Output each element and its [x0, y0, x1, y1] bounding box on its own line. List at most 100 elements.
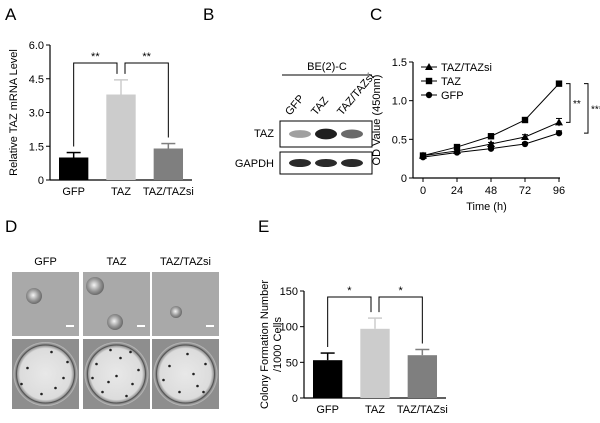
colony-dot: [119, 356, 122, 360]
data-point: [419, 153, 427, 161]
colony-dot: [202, 390, 205, 394]
data-point: [453, 149, 461, 156]
blot-bands: [289, 128, 363, 167]
colony-dot: [107, 380, 110, 384]
bar-gfp: [58, 157, 89, 180]
x-tick-label: 96: [553, 185, 565, 197]
legend-marker: [425, 77, 433, 85]
x-category-label: GFP: [316, 404, 339, 416]
y-tick-label: 0: [292, 393, 298, 405]
y-tick-label: 100: [280, 322, 298, 334]
panel-letter-b: B: [203, 5, 214, 24]
panel-letter-e: E: [258, 217, 269, 236]
x-tick-label: 0: [420, 185, 426, 197]
bar-taz: [106, 94, 136, 180]
colony-dot: [162, 378, 165, 382]
colony-dot: [26, 366, 29, 370]
bar-gfp: [312, 360, 343, 398]
colony-image-tiles: [12, 272, 219, 409]
cell-colony: [107, 314, 123, 330]
western-blot: BE(2)-C GFP TAZ TAZ/TAZsi TAZ GAPDH: [235, 61, 377, 175]
significance-label: *: [399, 285, 404, 297]
colony-dot: [50, 350, 53, 354]
legend-marker: [425, 91, 433, 99]
y-tick-label: 1.5: [392, 57, 407, 69]
colony-dot: [95, 362, 98, 366]
chart-a-relative-taz-mrna: 0 1.5 3.0 4.5 6.0 Relative TAZ mRNA Level GFP T…: [8, 40, 194, 198]
colony-tile: [12, 272, 79, 409]
dish-rim: [87, 344, 146, 404]
colony-dot: [62, 376, 65, 380]
legend-label: GFP: [441, 90, 464, 102]
colony-dot: [40, 392, 43, 396]
significance-bracket: [327, 296, 372, 348]
significance-label: **: [573, 99, 581, 110]
y-tick-label: 1.5: [29, 141, 44, 153]
significance-bracket: [378, 296, 423, 344]
data-point: [453, 143, 461, 151]
colony-dot: [109, 348, 112, 352]
data-point: [521, 133, 529, 141]
x-category-label: GFP: [62, 186, 85, 198]
colony-dot: [131, 382, 134, 386]
significance-label: **: [91, 51, 100, 63]
panel-letter-d: D: [5, 217, 17, 236]
data-point: [555, 129, 563, 137]
culture-dish: [13, 342, 78, 406]
significance-bracket: [124, 62, 169, 138]
significance-bracket: [73, 62, 118, 147]
y-axis-label: Relative TAZ mRNA Level: [8, 49, 20, 176]
y-tick-label: 6.0: [29, 40, 44, 52]
y-tick-label: 0: [38, 175, 44, 187]
colony-dot: [101, 390, 104, 394]
blot-band: [341, 159, 363, 167]
colony-dot: [168, 364, 171, 368]
blot-band: [289, 159, 311, 167]
y-tick-label: 0.5: [392, 134, 407, 146]
x-tick-label: 72: [519, 185, 531, 197]
x-axis-label: Time (h): [466, 201, 507, 213]
data-point: [555, 118, 563, 126]
blot-band: [315, 159, 337, 167]
y-tick-label: 4.5: [29, 74, 44, 86]
legend-label: TAZ/TAZsi: [441, 62, 492, 74]
panel-letter-c: C: [370, 5, 382, 24]
cell-colony: [86, 277, 104, 295]
colony-dot: [66, 360, 69, 364]
colony-image-label: TAZ/TAZsi: [160, 256, 211, 268]
colony-dot: [137, 368, 140, 372]
cell-colony: [170, 306, 182, 318]
colony-dot: [196, 384, 199, 388]
y-tick-label: 150: [280, 286, 298, 298]
bar-taz: [360, 328, 390, 398]
x-category-label: TAZ/TAZsi: [397, 404, 448, 416]
colony-dot: [54, 386, 57, 390]
bar-taz-tazsi: [153, 148, 184, 180]
significance-label: ***: [591, 104, 600, 115]
y-tick-label: 0: [401, 173, 407, 185]
panel-letter-a: A: [5, 5, 17, 24]
cell-line-label: BE(2)-C: [307, 61, 347, 73]
colony-dot: [91, 376, 94, 380]
colony-image-labels: GFP TAZ TAZ/TAZsi: [34, 256, 211, 268]
colony-dot: [129, 350, 132, 354]
significance-label: **: [142, 51, 151, 63]
cell-colony: [26, 288, 42, 304]
colony-dot: [20, 382, 23, 386]
bar-taz-tazsi: [407, 355, 438, 398]
blot-band: [315, 128, 337, 140]
x-category-label: TAZ: [111, 186, 131, 198]
y-tick-label: 3.0: [29, 108, 44, 120]
y-tick-label: 1.0: [392, 96, 407, 108]
x-tick-label: 24: [451, 185, 463, 197]
significance-bracket: [584, 83, 589, 134]
colony-dot: [186, 352, 189, 356]
x-category-label: TAZ/TAZsi: [143, 186, 194, 198]
colony-dot: [178, 390, 181, 394]
culture-dish: [153, 342, 218, 406]
blot-row-label-gapdh: GAPDH: [235, 158, 274, 170]
y-axis-label: OD Value (450nm): [371, 75, 383, 166]
colony-images: GFP TAZ TAZ/TAZsi: [12, 256, 219, 409]
colony-dot: [192, 372, 195, 376]
significance-bracket: [566, 83, 571, 123]
